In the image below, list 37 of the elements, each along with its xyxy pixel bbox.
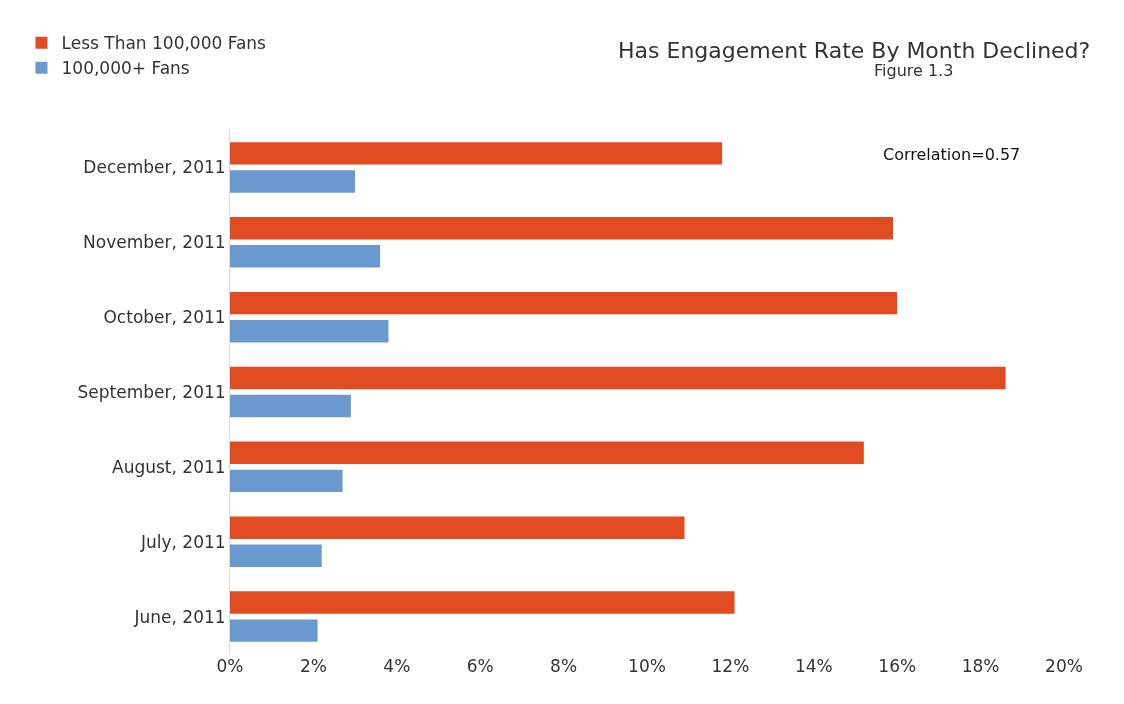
x-tick-label: 4% xyxy=(383,656,411,676)
x-tick-label: 20% xyxy=(1045,656,1083,676)
x-tick-label: 16% xyxy=(878,656,917,676)
bar xyxy=(230,441,864,465)
x-tick-label: 12% xyxy=(711,656,750,676)
legend-label: 100,000+ Fans xyxy=(61,58,190,79)
x-tick-label: 0% xyxy=(216,656,244,676)
legend-label: Less Than 100,000 Fans xyxy=(61,33,267,54)
bar xyxy=(230,170,356,193)
x-tick-label: 14% xyxy=(794,656,833,676)
y-tick-label: October, 2011 xyxy=(103,307,226,328)
x-tick-label: 8% xyxy=(550,656,578,676)
x-tick-label: 10% xyxy=(628,656,666,676)
bar xyxy=(230,516,685,539)
annotation: Correlation=0.57 xyxy=(883,145,1021,164)
bar xyxy=(230,544,322,567)
bar xyxy=(230,142,723,165)
bar xyxy=(230,619,318,642)
chart-title: Has Engagement Rate By Month Declined? xyxy=(618,37,1091,63)
bar xyxy=(230,319,389,343)
bar xyxy=(230,394,351,418)
y-tick-label: August, 2011 xyxy=(112,456,226,477)
bar xyxy=(230,591,735,614)
y-tick-label: November, 2011 xyxy=(83,232,226,253)
bar xyxy=(230,245,381,268)
chart-subtitle: Figure 1.3 xyxy=(874,61,954,80)
y-tick-label: July, 2011 xyxy=(139,531,226,552)
bar xyxy=(230,366,1006,390)
bar xyxy=(230,217,894,240)
x-tick-label: 2% xyxy=(299,656,327,676)
bar xyxy=(230,469,343,493)
y-tick-label: June, 2011 xyxy=(133,606,226,627)
x-tick-label: 6% xyxy=(466,656,494,676)
y-tick-label: September, 2011 xyxy=(77,381,226,402)
y-tick-label: December, 2011 xyxy=(83,157,226,178)
x-tick-label: 18% xyxy=(961,656,1000,676)
bar xyxy=(230,291,898,315)
